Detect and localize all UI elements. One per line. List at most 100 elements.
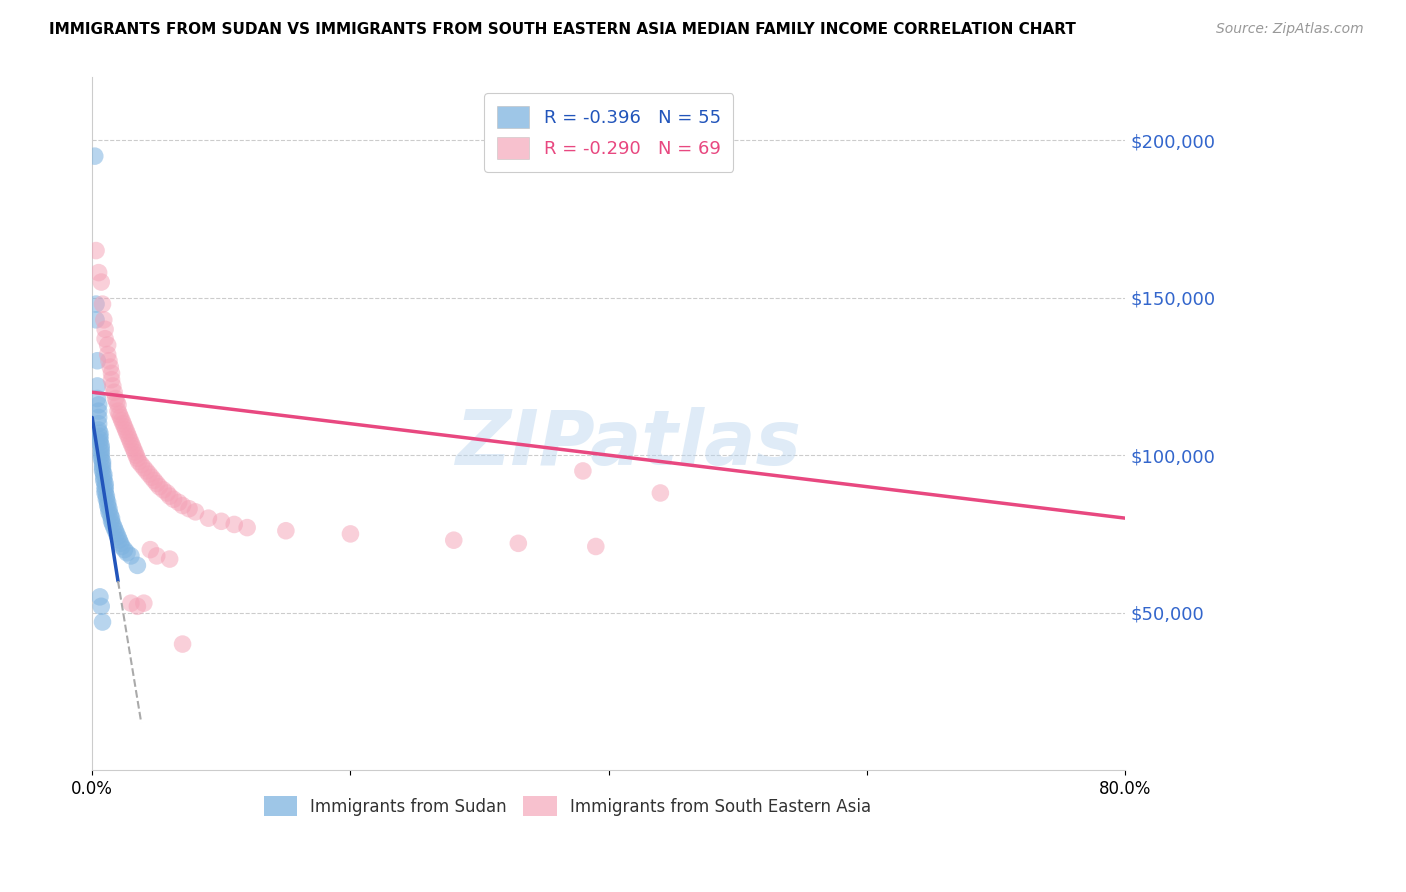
Point: [115, 426, 138, 441]
Point: [89, 429, 111, 443]
Point: [127, 451, 149, 466]
Point: [124, 445, 146, 459]
Point: [107, 398, 129, 412]
Point: [93, 474, 115, 488]
Point: [572, 464, 595, 478]
Point: [108, 407, 131, 421]
Point: [97, 347, 120, 361]
Point: [96, 492, 118, 507]
Point: [105, 394, 128, 409]
Legend: Immigrants from Sudan, Immigrants from South Eastern Asia: Immigrants from Sudan, Immigrants from S…: [254, 788, 880, 824]
Point: [184, 505, 207, 519]
Point: [98, 508, 121, 522]
Point: [145, 476, 167, 491]
Point: [83, 149, 105, 163]
Point: [84, 244, 107, 258]
Point: [339, 527, 361, 541]
Point: [100, 511, 122, 525]
Point: [87, 423, 110, 437]
Point: [87, 404, 110, 418]
Point: [139, 542, 162, 557]
Point: [585, 540, 607, 554]
Point: [87, 266, 110, 280]
Point: [110, 536, 132, 550]
Point: [117, 429, 139, 443]
Point: [145, 549, 167, 563]
Point: [93, 470, 115, 484]
Point: [172, 499, 194, 513]
Point: [143, 474, 166, 488]
Point: [89, 426, 111, 441]
Point: [98, 353, 121, 368]
Point: [91, 615, 114, 629]
Point: [508, 536, 530, 550]
Point: [148, 480, 170, 494]
Point: [89, 590, 111, 604]
Point: [127, 599, 149, 614]
Point: [127, 558, 149, 573]
Point: [91, 297, 114, 311]
Point: [91, 460, 114, 475]
Point: [104, 392, 127, 406]
Point: [167, 495, 190, 509]
Point: [209, 514, 232, 528]
Point: [101, 379, 124, 393]
Point: [162, 492, 184, 507]
Point: [120, 549, 142, 563]
Point: [114, 423, 136, 437]
Point: [159, 552, 181, 566]
Point: [84, 313, 107, 327]
Point: [94, 480, 117, 494]
Point: [107, 404, 129, 418]
Point: [114, 420, 136, 434]
Point: [91, 454, 114, 468]
Point: [128, 454, 150, 468]
Point: [97, 499, 120, 513]
Point: [98, 501, 121, 516]
Point: [100, 367, 122, 381]
Point: [89, 435, 111, 450]
Point: [156, 486, 179, 500]
Point: [103, 520, 125, 534]
Point: [111, 540, 134, 554]
Point: [177, 501, 200, 516]
Point: [93, 467, 115, 481]
Point: [90, 448, 112, 462]
Point: [94, 332, 117, 346]
Point: [94, 476, 117, 491]
Point: [97, 338, 120, 352]
Text: IMMIGRANTS FROM SUDAN VS IMMIGRANTS FROM SOUTH EASTERN ASIA MEDIAN FAMILY INCOME: IMMIGRANTS FROM SUDAN VS IMMIGRANTS FROM…: [49, 22, 1076, 37]
Point: [224, 517, 246, 532]
Point: [197, 511, 219, 525]
Point: [90, 275, 112, 289]
Point: [122, 442, 145, 456]
Point: [87, 417, 110, 431]
Point: [120, 596, 142, 610]
Point: [90, 442, 112, 456]
Point: [84, 297, 107, 311]
Point: [120, 435, 142, 450]
Point: [86, 379, 108, 393]
Point: [141, 470, 163, 484]
Point: [90, 451, 112, 466]
Point: [97, 495, 120, 509]
Point: [93, 313, 115, 327]
Point: [110, 410, 132, 425]
Point: [94, 483, 117, 497]
Text: ZIPatlas: ZIPatlas: [457, 408, 803, 482]
Point: [100, 514, 122, 528]
Point: [100, 373, 122, 387]
Point: [135, 464, 157, 478]
Point: [443, 533, 465, 548]
Point: [125, 448, 148, 462]
Point: [90, 599, 112, 614]
Point: [86, 392, 108, 406]
Point: [129, 458, 152, 472]
Point: [138, 467, 160, 481]
Point: [87, 398, 110, 412]
Point: [121, 439, 143, 453]
Point: [132, 596, 155, 610]
Point: [87, 410, 110, 425]
Point: [98, 505, 121, 519]
Point: [104, 524, 127, 538]
